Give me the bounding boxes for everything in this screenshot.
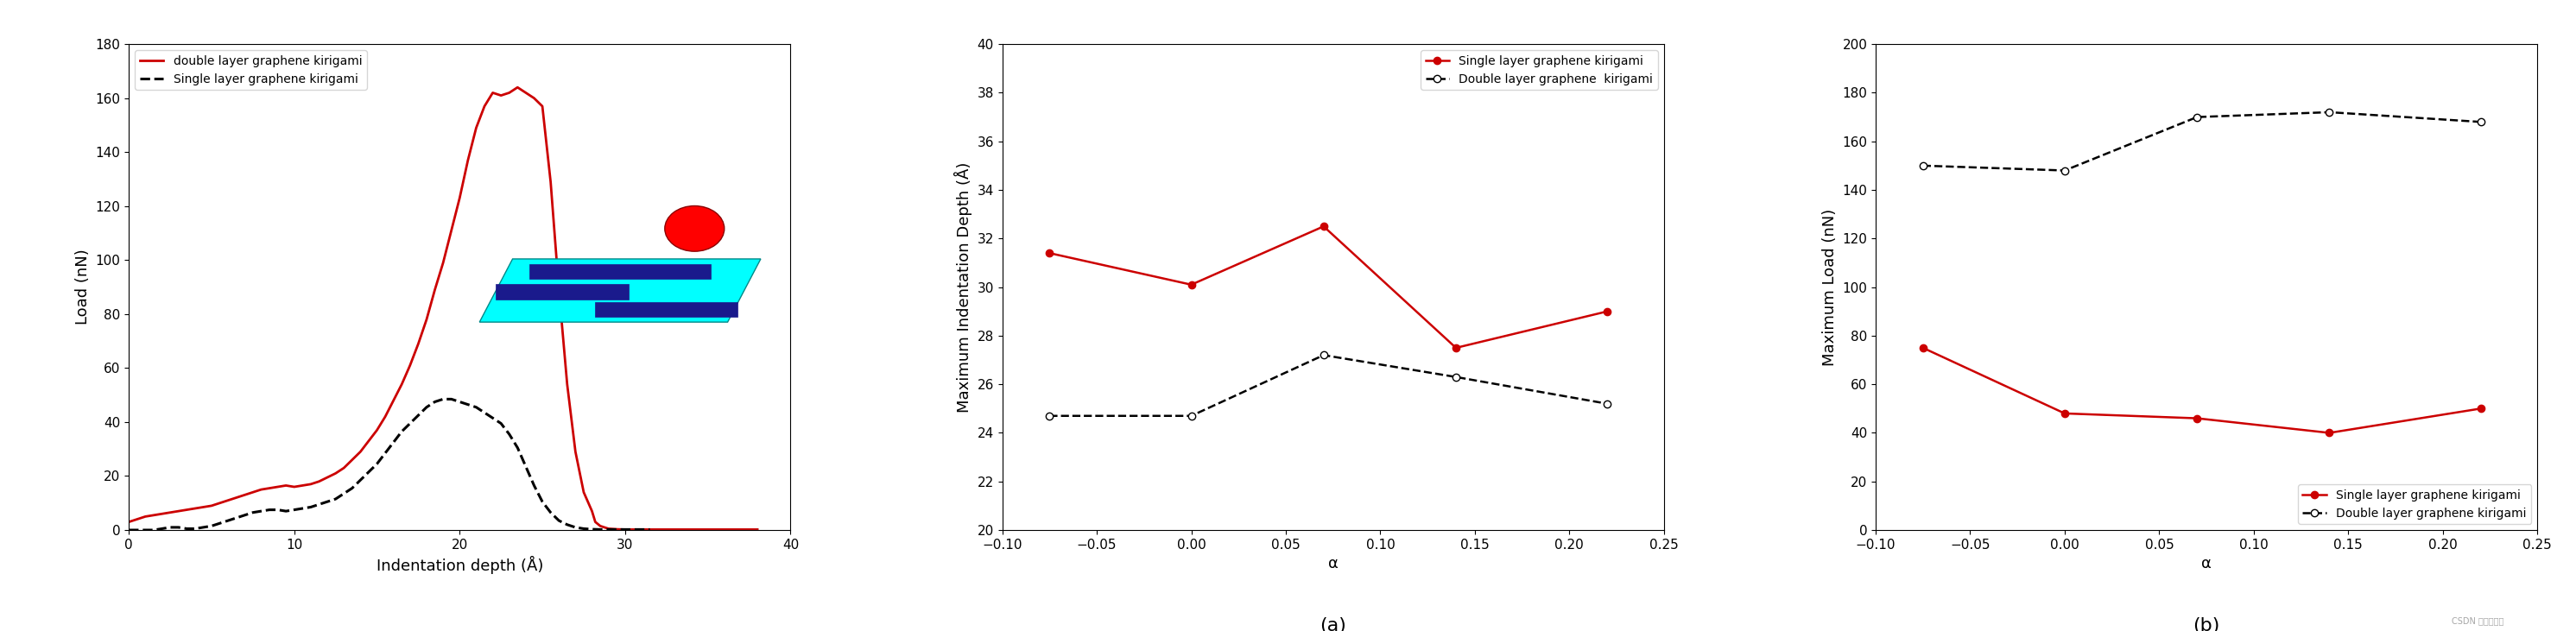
double layer graphene kirigami — [675, 526, 706, 533]
double layer graphene kirigami — [312, 474, 343, 481]
Single layer graphene kirigami — [2182, 415, 2213, 422]
Single layer graphene kirigami — [453, 401, 484, 408]
Double layer graphene kirigami — [2050, 167, 2081, 174]
Text: CSDN 中文快计息: CSDN 中文快计息 — [2452, 616, 2504, 625]
Single layer graphene kirigami — [1592, 307, 1623, 315]
Single layer graphene kirigami — [1309, 223, 1340, 230]
Single layer graphene kirigami — [1175, 281, 1206, 288]
X-axis label: α: α — [2202, 556, 2213, 572]
Single layer graphene kirigami — [402, 411, 433, 419]
Double layer graphene  kirigami — [1175, 412, 1206, 420]
Double layer graphene kirigami — [1906, 162, 1937, 169]
X-axis label: Indentation depth (Å): Indentation depth (Å) — [376, 556, 544, 574]
double layer graphene kirigami — [113, 518, 144, 526]
Double layer graphene  kirigami — [1592, 400, 1623, 408]
Single layer graphene kirigami — [1033, 249, 1064, 257]
Text: (b): (b) — [2192, 618, 2221, 631]
Single layer graphene kirigami — [180, 525, 211, 533]
Single layer graphene kirigami — [113, 526, 144, 534]
Double layer graphene kirigami — [2313, 109, 2344, 116]
Line: Double layer graphene kirigami: Double layer graphene kirigami — [1919, 109, 2483, 174]
Single layer graphene kirigami — [1440, 344, 1471, 351]
double layer graphene kirigami — [502, 83, 533, 91]
Single layer graphene kirigami — [371, 449, 402, 457]
Legend: Single layer graphene kirigami, Double layer graphene  kirigami: Single layer graphene kirigami, Double l… — [1419, 50, 1659, 90]
double layer graphene kirigami — [518, 95, 549, 102]
Single layer graphene kirigami — [2050, 410, 2081, 417]
Y-axis label: Maximum Indentation Depth (Å): Maximum Indentation Depth (Å) — [953, 162, 971, 413]
double layer graphene kirigami — [611, 526, 641, 533]
double layer graphene kirigami — [443, 194, 474, 202]
Single layer graphene kirigami — [2465, 405, 2496, 413]
Double layer graphene kirigami — [2465, 118, 2496, 126]
Y-axis label: Maximum Load (nN): Maximum Load (nN) — [1821, 208, 1837, 366]
Single layer graphene kirigami — [2313, 429, 2344, 437]
Y-axis label: Load (nN): Load (nN) — [75, 249, 90, 325]
double layer graphene kirigami — [742, 526, 773, 533]
Line: Double layer graphene  kirigami: Double layer graphene kirigami — [1046, 351, 1610, 420]
Single layer graphene kirigami — [327, 490, 358, 497]
Single layer graphene kirigami — [461, 403, 492, 411]
double layer graphene kirigami — [484, 91, 515, 99]
Single layer graphene kirigami — [428, 396, 459, 403]
Double layer graphene  kirigami — [1309, 351, 1340, 359]
Double layer graphene  kirigami — [1033, 412, 1064, 420]
Double layer graphene  kirigami — [1440, 373, 1471, 380]
Legend: double layer graphene kirigami, Single layer graphene kirigami: double layer graphene kirigami, Single l… — [134, 50, 366, 90]
X-axis label: α: α — [1329, 556, 1337, 572]
Line: double layer graphene kirigami: double layer graphene kirigami — [129, 87, 757, 529]
Legend: Single layer graphene kirigami, Double layer graphene kirigami: Single layer graphene kirigami, Double l… — [2298, 484, 2532, 524]
Line: Single layer graphene kirigami: Single layer graphene kirigami — [1046, 223, 1610, 351]
double layer graphene kirigami — [196, 502, 227, 510]
Line: Single layer graphene kirigami: Single layer graphene kirigami — [1919, 345, 2483, 437]
Text: (a): (a) — [1319, 618, 1347, 631]
Double layer graphene kirigami — [2182, 114, 2213, 121]
Line: Single layer graphene kirigami: Single layer graphene kirigami — [129, 399, 649, 530]
Single layer graphene kirigami — [634, 526, 665, 533]
Single layer graphene kirigami — [1906, 344, 1937, 351]
